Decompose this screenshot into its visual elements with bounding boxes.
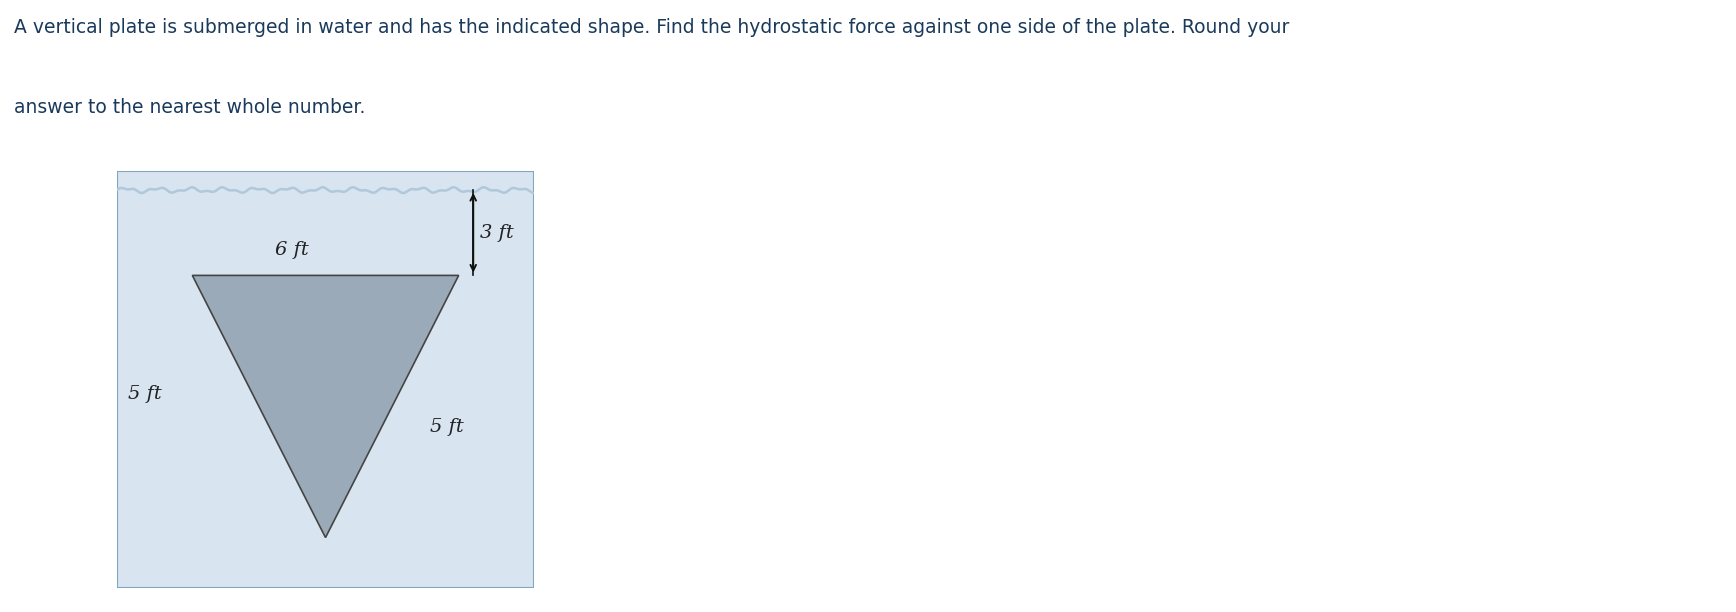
Text: 5 ft: 5 ft [429,418,464,436]
Text: 6 ft: 6 ft [276,241,309,259]
Text: A vertical plate is submerged in water and has the indicated shape. Find the hyd: A vertical plate is submerged in water a… [14,18,1290,37]
Polygon shape [193,275,458,537]
Text: 5 ft: 5 ft [128,385,161,403]
Text: 3 ft: 3 ft [481,224,514,242]
Text: answer to the nearest whole number.: answer to the nearest whole number. [14,98,365,117]
